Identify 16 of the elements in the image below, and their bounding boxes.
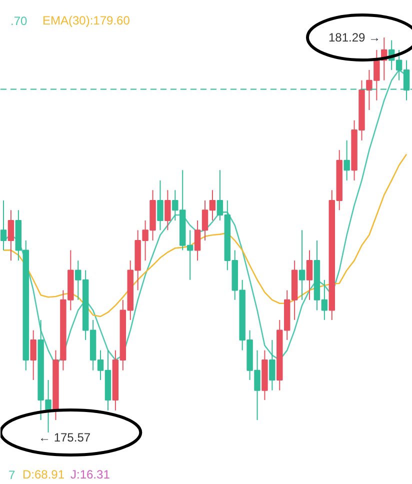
text: EMA(30):179.60 [42,14,130,28]
candlestick [0,200,7,251]
candlestick [164,190,171,231]
candlestick [157,180,164,231]
annotation: 181.29 → [328,30,381,44]
candlestick [30,330,36,381]
candlestick [269,339,276,391]
candlestick [344,140,350,181]
candlestick [306,250,313,300]
text: D:68.91 [22,468,65,482]
text: .70 [10,14,28,28]
text: J:16.31 [70,468,110,482]
annotation: ← 175.57 [38,430,91,444]
candlestick [298,230,306,300]
candlestick [8,210,14,262]
text: 7 [8,468,16,482]
